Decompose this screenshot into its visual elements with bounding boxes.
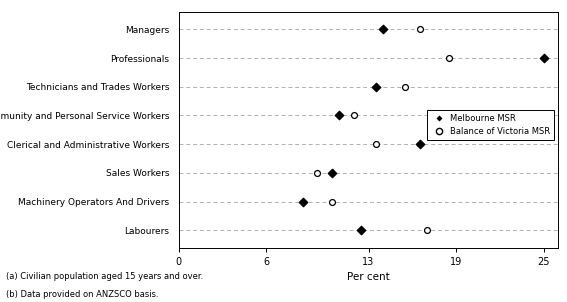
Balance of Victoria MSR <box>400 84 409 89</box>
Balance of Victoria MSR <box>422 228 431 233</box>
Balance of Victoria MSR <box>445 56 454 60</box>
Melbourne MSR <box>298 199 307 204</box>
Balance of Victoria MSR <box>415 27 424 32</box>
Melbourne MSR <box>539 56 548 60</box>
Text: (a) Civilian population aged 15 years and over.: (a) Civilian population aged 15 years an… <box>6 272 203 281</box>
Balance of Victoria MSR <box>371 142 380 147</box>
Balance of Victoria MSR <box>328 199 337 204</box>
X-axis label: Per cent: Per cent <box>347 272 390 282</box>
Melbourne MSR <box>379 27 388 32</box>
Melbourne MSR <box>328 171 337 175</box>
Balance of Victoria MSR <box>313 171 322 175</box>
Melbourne MSR <box>371 84 380 89</box>
Legend: Melbourne MSR, Balance of Victoria MSR: Melbourne MSR, Balance of Victoria MSR <box>427 110 555 140</box>
Melbourne MSR <box>415 142 424 147</box>
Balance of Victoria MSR <box>349 113 358 118</box>
Text: (b) Data provided on ANZSCO basis.: (b) Data provided on ANZSCO basis. <box>6 290 158 299</box>
Melbourne MSR <box>357 228 366 233</box>
Melbourne MSR <box>335 113 344 118</box>
